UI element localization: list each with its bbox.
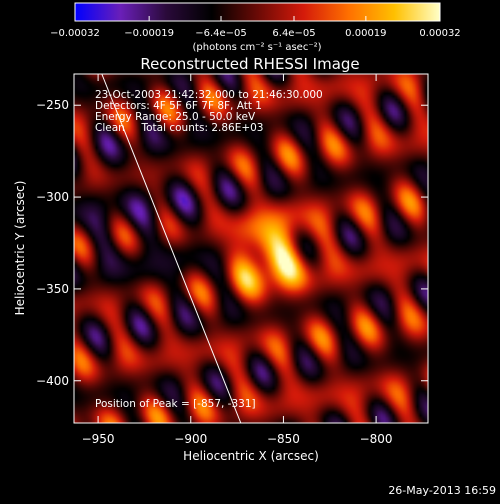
colorbar-tick-label: 0.00032 [419, 28, 460, 39]
y-tick-label: −400 [36, 374, 69, 388]
plot-area [74, 74, 428, 423]
colorbar-frame [74, 2, 441, 22]
colorbar-tick-label: −6.4e−05 [195, 28, 247, 39]
peak-position-label: Position of Peak = [-857, -331] [95, 398, 256, 410]
colorbar-tick-label: 6.4e−05 [272, 28, 315, 39]
x-axis-ticks: −950 −900 −850 −800 [82, 74, 393, 446]
annotation-energy-range: Energy Range: 25.0 - 50.0 keV [95, 111, 256, 123]
colorbar-tick-label: −0.00032 [50, 28, 100, 39]
x-tick-label: −950 [82, 432, 115, 446]
annotation-block: 23-Oct-2003 21:42:32.000 to 21:46:30.000… [95, 89, 323, 134]
colorbar-units: (photons cm⁻² s⁻¹ asec⁻²) [192, 42, 321, 53]
annotation-detectors: Detectors: 4F 5F 6F 7F 8F, Att 1 [95, 100, 262, 112]
colorbar-ticks: −0.00032 −0.00019 −6.4e−05 6.4e−05 0.00019 0.… [50, 16, 461, 39]
x-tick-label: −850 [267, 432, 300, 446]
x-axis-label: Heliocentric X (arcsec) [183, 449, 319, 463]
y-tick-label: −300 [36, 190, 69, 204]
plot-frame [73, 73, 429, 424]
solar-limb-line [101, 74, 242, 423]
colorbar-tick-label: −0.00019 [124, 28, 174, 39]
annotation-time-range: 23-Oct-2003 21:42:32.000 to 21:46:30.000 [95, 89, 323, 101]
x-tick-label: −800 [360, 432, 393, 446]
footer-timestamp: 26-May-2013 16:59 [388, 484, 496, 497]
heatmap-image [74, 74, 428, 423]
chart-title: Reconstructed RHESSI Image [140, 55, 359, 73]
annotation-clean-counts: Clean Total counts: 2.86E+03 [95, 122, 264, 134]
y-tick-label: −350 [36, 282, 69, 296]
colorbar-tick-label: 0.00019 [345, 28, 386, 39]
y-tick-label: −250 [36, 98, 69, 112]
x-tick-label: −900 [174, 432, 207, 446]
y-axis-label: Heliocentric Y (arcsec) [13, 181, 27, 316]
colorbar [75, 3, 440, 21]
y-axis-ticks: −250 −300 −350 −400 [36, 98, 428, 388]
